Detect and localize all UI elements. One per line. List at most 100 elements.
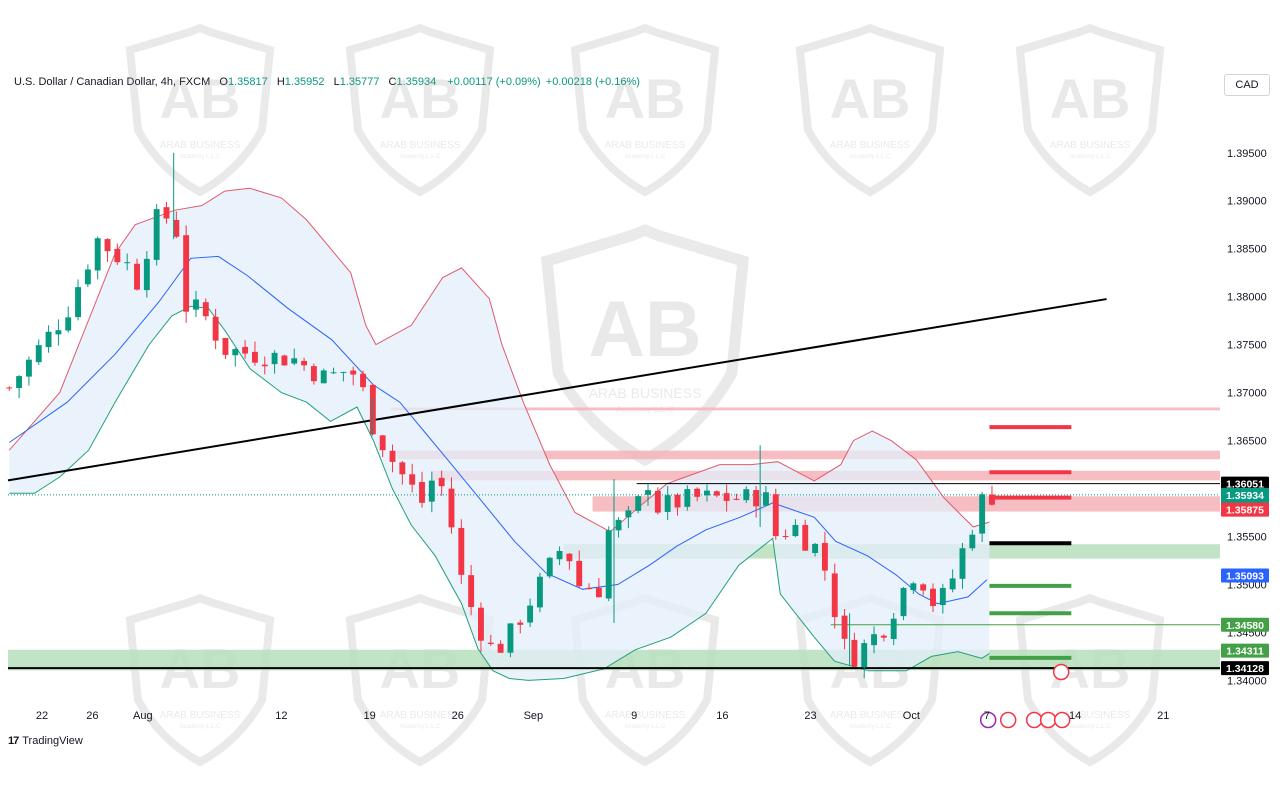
candle-body <box>517 622 524 625</box>
high-value: 1.35952 <box>284 76 325 88</box>
y-tick-label: 1.34000 <box>1227 675 1267 687</box>
candle <box>723 484 730 512</box>
candle <box>330 367 337 375</box>
economic-event-icon <box>1052 663 1070 681</box>
candle <box>595 577 602 598</box>
y-tick-label: 1.39000 <box>1227 196 1267 208</box>
x-tick-label: 7 <box>984 710 990 722</box>
close-label: C <box>388 76 397 88</box>
candle-body <box>340 371 347 373</box>
candle-body <box>645 490 651 495</box>
watermark-mark: AB <box>605 67 686 130</box>
candle <box>969 529 976 551</box>
candle-body <box>930 588 936 607</box>
candle-body <box>379 435 386 451</box>
candle <box>45 325 52 353</box>
candle <box>468 564 475 616</box>
candle-body <box>193 299 199 310</box>
candle <box>114 243 121 265</box>
label-1-35875-bg <box>1221 502 1269 517</box>
candle-body <box>389 450 396 462</box>
watermark-shield-outline <box>795 23 945 197</box>
candle-body <box>890 618 897 640</box>
y-tick-label: 1.36500 <box>1227 436 1267 448</box>
candle <box>271 350 278 374</box>
candle <box>94 236 101 280</box>
candle-body <box>350 370 357 375</box>
candle <box>173 211 180 239</box>
candle-body <box>900 588 907 617</box>
candle <box>478 602 484 653</box>
candle-body <box>713 491 720 496</box>
candle-body <box>841 615 848 639</box>
candle <box>379 435 386 458</box>
watermark-line1: ARAB BUSINESS <box>605 710 686 721</box>
candle <box>930 583 936 613</box>
candle-body <box>920 584 927 591</box>
trendline-long <box>7 298 1107 482</box>
candle-body <box>664 495 671 512</box>
symbol-header: U.S. Dollar / Canadian Dollar, 4h, FXCM … <box>14 76 640 88</box>
candle <box>340 371 347 382</box>
candle <box>409 463 416 493</box>
candle-body <box>65 317 72 331</box>
candle-body <box>6 387 13 389</box>
candle <box>6 386 13 391</box>
candle <box>369 383 376 436</box>
candle <box>880 634 887 642</box>
candle-body <box>448 488 455 528</box>
watermark-shield-outline <box>570 23 720 197</box>
x-tick-label: 23 <box>804 710 816 722</box>
currency-button[interactable]: CAD <box>1224 74 1270 96</box>
candle-body <box>772 494 779 537</box>
candle-body <box>871 634 877 646</box>
candle <box>546 556 553 579</box>
candle <box>517 619 524 634</box>
candle <box>320 368 327 384</box>
watermark-shield-outline <box>125 23 275 197</box>
label-1-34128-text: 1.34128 <box>1226 663 1264 675</box>
candle <box>291 348 298 366</box>
candle-body <box>959 548 966 579</box>
candle-body <box>821 542 828 571</box>
watermark-line2: Academy L.L.C <box>624 724 666 730</box>
label-1-35093: 1.35093 <box>1221 568 1269 583</box>
candle <box>910 581 917 594</box>
candle <box>920 583 927 596</box>
watermark-line1: ARAB BUSINESS <box>830 710 911 721</box>
axis-layer: 1.39500 1.39000 1.38500 1.38000 1.37500 1.370… <box>36 148 1267 722</box>
candle <box>399 460 406 485</box>
candle <box>762 486 769 507</box>
candle <box>143 251 150 298</box>
candle-body <box>16 376 23 388</box>
candle-body <box>674 494 681 508</box>
candle <box>242 340 249 359</box>
watermark-mark: AB <box>1050 67 1131 130</box>
candle-body <box>635 496 642 511</box>
candle <box>350 366 357 386</box>
watermark-line2: Academy L.L.C <box>399 154 441 160</box>
watermark-line1: ARAB BUSINESS <box>380 140 461 151</box>
candle-body <box>576 560 583 587</box>
watermark-line2: Academy L.L.C <box>849 724 891 730</box>
resistance-zone-2 <box>397 450 1220 460</box>
candle-body <box>743 489 750 501</box>
bollinger-layer <box>8 187 990 681</box>
tradingview-logo[interactable]: 17 TradingView <box>8 735 83 747</box>
bollinger-fill <box>9 188 990 681</box>
change-absolute: +0.00117 (+0.09%) <box>447 76 541 88</box>
watermark-line1: ARAB BUSINESS <box>589 385 702 401</box>
label-1-35875-text: 1.35875 <box>1226 505 1264 517</box>
candle <box>664 486 671 521</box>
candle-body <box>94 238 101 271</box>
candle <box>694 487 701 502</box>
candle-body <box>330 372 337 374</box>
candle-body <box>153 209 160 260</box>
candle-body <box>762 492 769 506</box>
candle <box>16 375 23 399</box>
candle-body <box>281 355 288 366</box>
candle <box>959 542 966 589</box>
watermark-shield-outline <box>795 593 945 767</box>
